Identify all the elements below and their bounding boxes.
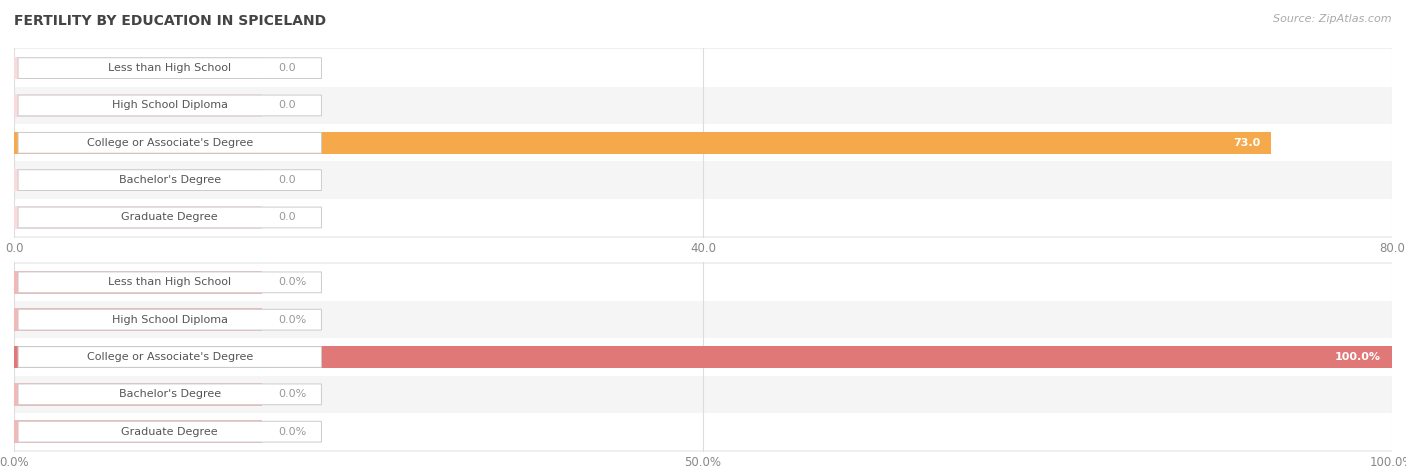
Text: 0.0: 0.0 <box>278 100 297 110</box>
FancyBboxPatch shape <box>18 207 322 228</box>
Bar <box>14 383 262 406</box>
Text: Bachelor's Degree: Bachelor's Degree <box>118 389 221 399</box>
Bar <box>14 346 1392 368</box>
FancyBboxPatch shape <box>18 58 322 79</box>
Text: 0.0: 0.0 <box>278 63 297 73</box>
Bar <box>14 57 262 79</box>
Text: 73.0: 73.0 <box>1233 138 1260 148</box>
Text: 0.0: 0.0 <box>278 212 297 222</box>
Text: Graduate Degree: Graduate Degree <box>121 426 218 436</box>
Text: 0.0%: 0.0% <box>278 389 307 399</box>
Bar <box>14 199 1392 236</box>
Text: High School Diploma: High School Diploma <box>111 315 228 325</box>
Bar <box>14 376 1392 413</box>
FancyBboxPatch shape <box>18 272 322 293</box>
Text: Bachelor's Degree: Bachelor's Degree <box>118 175 221 185</box>
Bar <box>14 301 1392 338</box>
FancyBboxPatch shape <box>18 170 322 190</box>
Text: 100.0%: 100.0% <box>1334 352 1381 362</box>
Text: College or Associate's Degree: College or Associate's Degree <box>87 138 253 148</box>
Text: 0.0%: 0.0% <box>278 315 307 325</box>
Text: Source: ZipAtlas.com: Source: ZipAtlas.com <box>1274 14 1392 24</box>
FancyBboxPatch shape <box>18 132 322 153</box>
Bar <box>14 94 262 117</box>
FancyBboxPatch shape <box>18 384 322 405</box>
Bar <box>14 420 262 443</box>
FancyBboxPatch shape <box>18 309 322 330</box>
Text: FERTILITY BY EDUCATION IN SPICELAND: FERTILITY BY EDUCATION IN SPICELAND <box>14 14 326 28</box>
Bar <box>14 308 262 331</box>
Text: Less than High School: Less than High School <box>108 278 232 288</box>
Bar <box>14 87 1392 124</box>
Bar <box>14 124 1392 161</box>
Text: 0.0: 0.0 <box>278 175 297 185</box>
Bar <box>14 271 262 294</box>
FancyBboxPatch shape <box>18 95 322 116</box>
Bar <box>14 161 1392 199</box>
Bar <box>14 413 1392 450</box>
Text: 0.0%: 0.0% <box>278 426 307 436</box>
Text: High School Diploma: High School Diploma <box>111 100 228 110</box>
Text: College or Associate's Degree: College or Associate's Degree <box>87 352 253 362</box>
Bar <box>14 50 1392 87</box>
Text: 0.0%: 0.0% <box>278 278 307 288</box>
Bar <box>14 206 262 228</box>
Bar <box>14 338 1392 376</box>
FancyBboxPatch shape <box>18 421 322 442</box>
Text: Less than High School: Less than High School <box>108 63 232 73</box>
FancyBboxPatch shape <box>18 347 322 367</box>
Bar <box>14 131 1271 154</box>
Text: Graduate Degree: Graduate Degree <box>121 212 218 222</box>
Bar <box>14 264 1392 301</box>
Bar <box>14 169 262 191</box>
